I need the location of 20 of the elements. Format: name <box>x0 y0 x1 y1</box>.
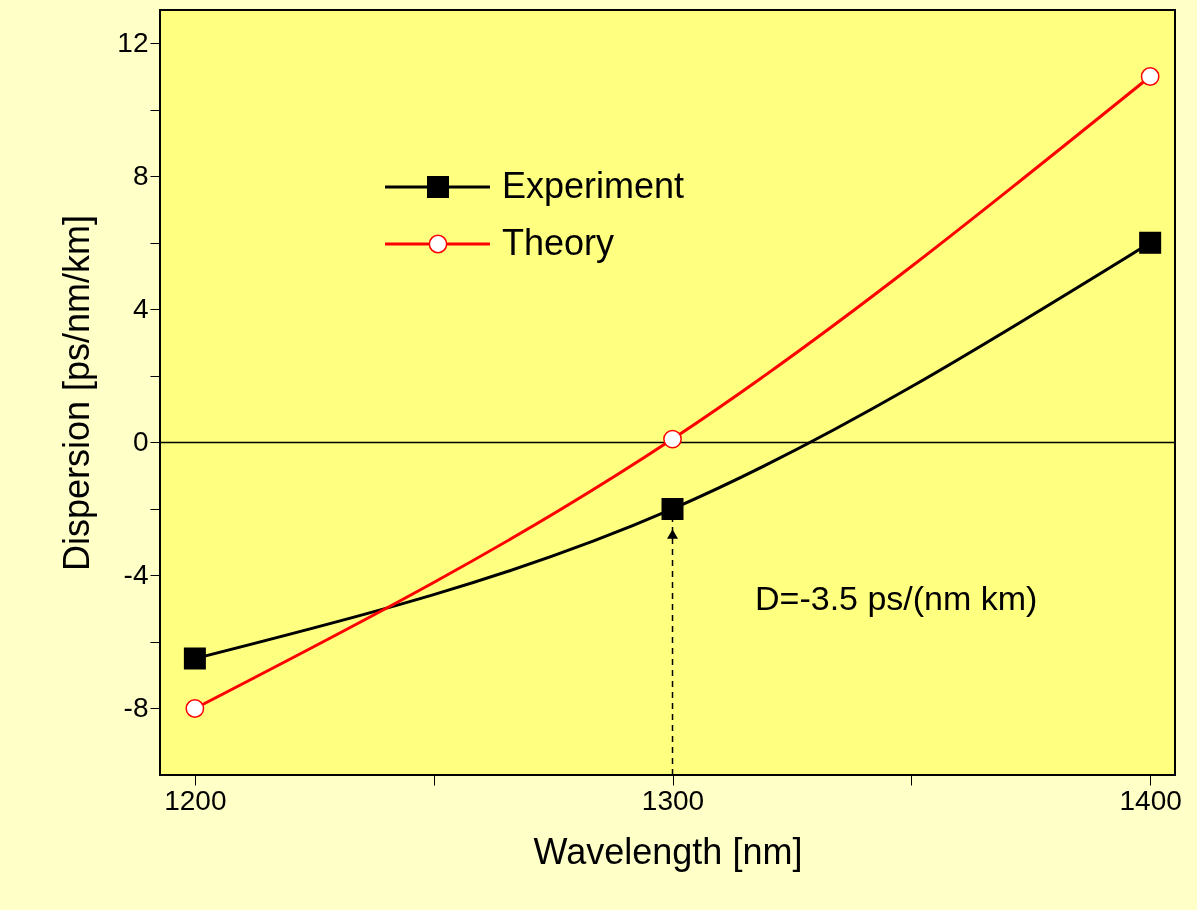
point <box>661 497 684 520</box>
point <box>1139 231 1162 254</box>
y-axis-title: Dispersion [ps/nm/km] <box>56 214 98 572</box>
y-tick-label: 0 <box>132 425 149 457</box>
legend-label: Theory <box>502 222 615 263</box>
annotation: D=-3.5 ps/(nm km) <box>755 579 1038 617</box>
point <box>183 647 206 670</box>
x-tick-label: 1400 <box>1119 784 1182 816</box>
y-tick-label: -4 <box>123 558 149 590</box>
x-tick-label: 1200 <box>164 784 227 816</box>
legend-label: Experiment <box>502 165 685 206</box>
y-tick-label: 12 <box>117 26 149 58</box>
point <box>663 429 682 449</box>
x-tick-label: 1300 <box>641 784 705 816</box>
y-tick-label: 4 <box>132 292 149 324</box>
point <box>185 699 205 718</box>
y-tick-label: 8 <box>132 159 149 191</box>
point <box>1140 67 1160 86</box>
y-tick-label: -8 <box>123 691 149 723</box>
x-axis-title: Wavelength [nm] <box>533 830 803 872</box>
